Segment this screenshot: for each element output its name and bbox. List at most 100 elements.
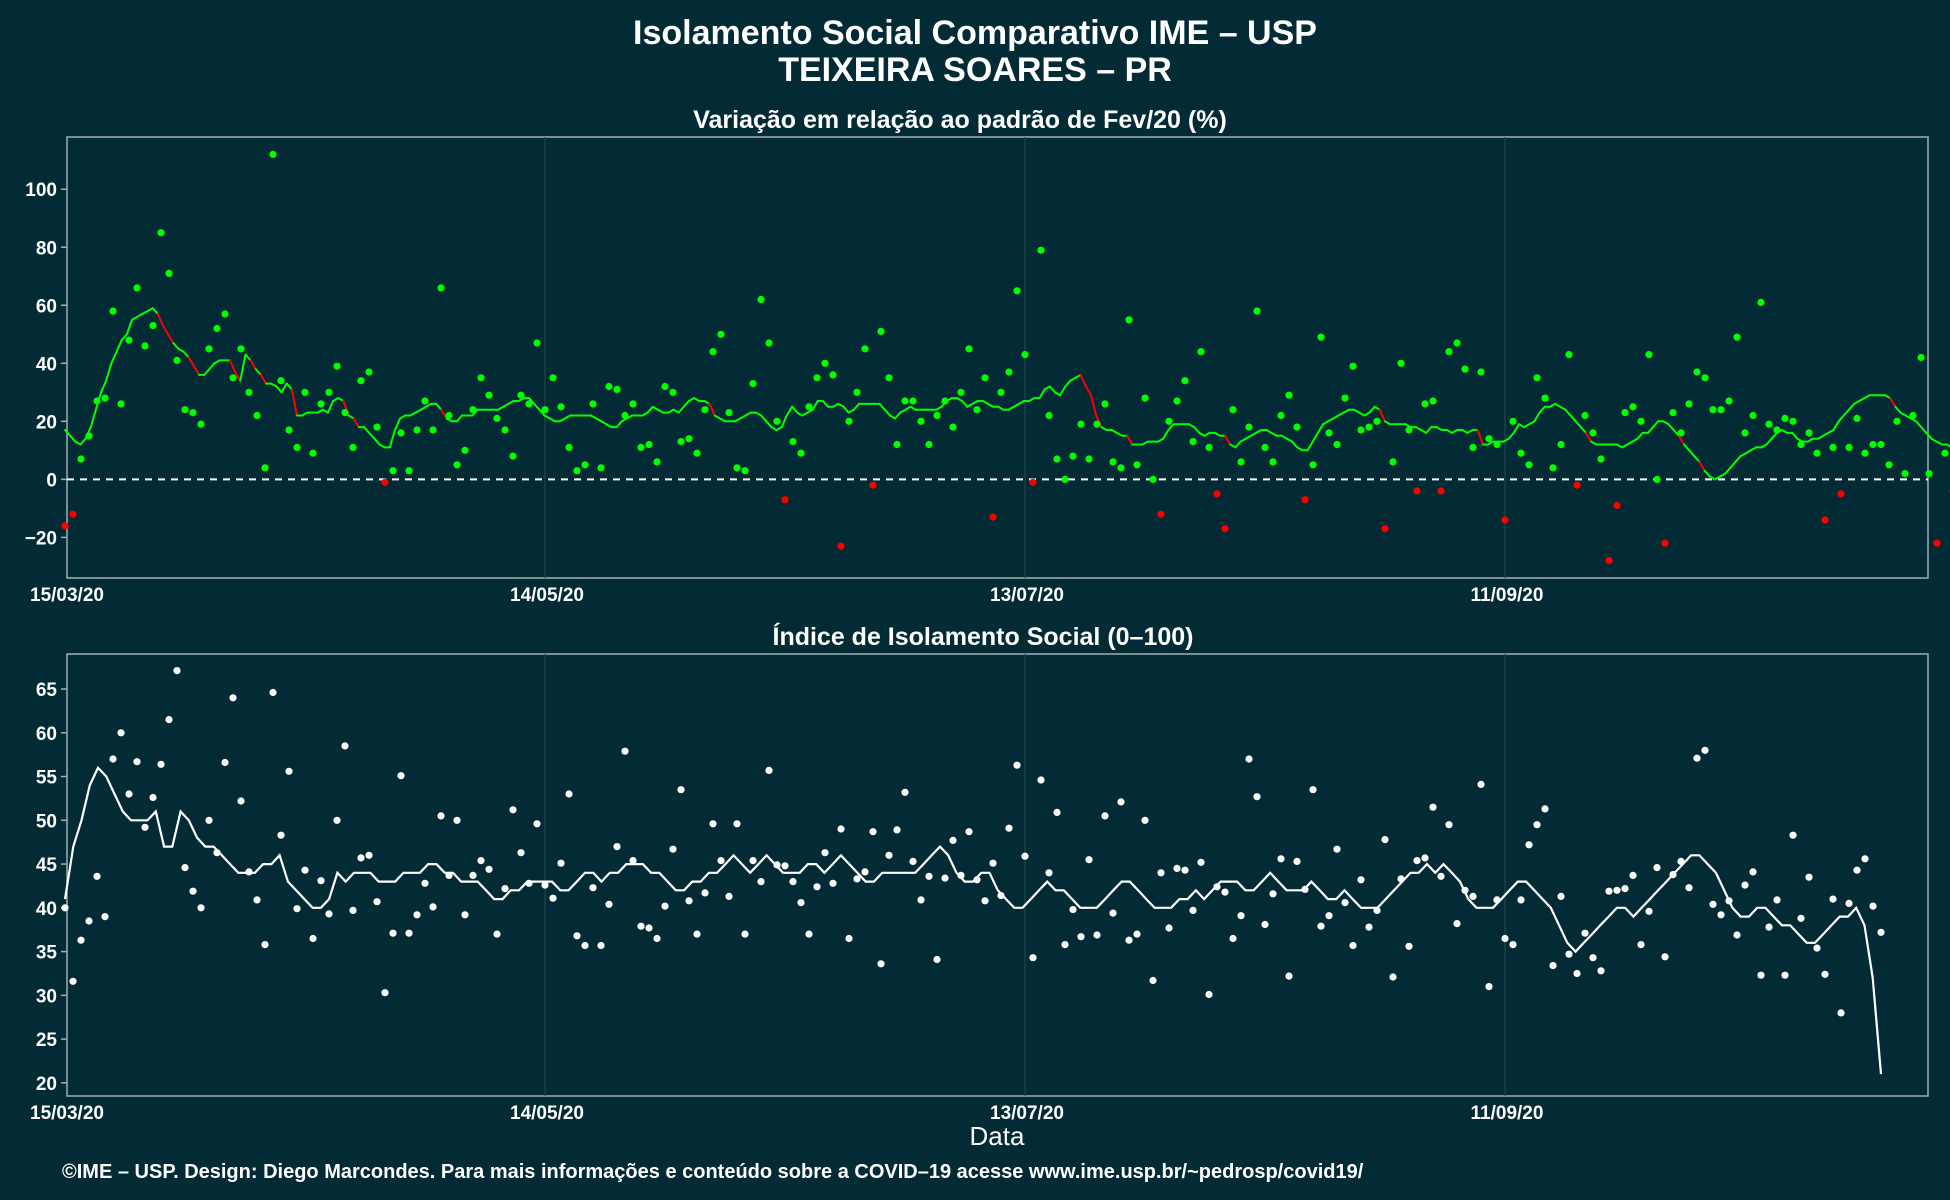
data-point <box>941 874 949 882</box>
data-point <box>365 368 373 376</box>
data-point <box>909 857 917 866</box>
data-point <box>1357 876 1365 884</box>
data-point <box>1653 864 1661 872</box>
moving-average-segment <box>280 382 288 394</box>
data-point <box>93 872 101 880</box>
data-point <box>1797 440 1805 449</box>
data-point <box>917 417 925 425</box>
moving-average-segment <box>290 388 298 417</box>
data-point <box>997 388 1005 396</box>
data-point <box>685 435 693 443</box>
data-point <box>61 904 69 912</box>
moving-average-segment <box>110 350 118 365</box>
data-point <box>1053 808 1061 817</box>
data-point <box>525 879 533 887</box>
index-moving-average <box>63 765 1883 1075</box>
data-point <box>1157 869 1165 877</box>
data-point <box>1125 316 1133 324</box>
data-point <box>1181 866 1189 874</box>
data-point <box>1101 812 1109 820</box>
y-tick-label: −20 <box>25 528 57 549</box>
data-point <box>1933 539 1941 547</box>
moving-average-segment <box>1889 397 1897 408</box>
moving-average-segment <box>373 437 381 446</box>
moving-average-segment <box>352 417 360 429</box>
data-point <box>125 336 133 344</box>
moving-average-segment <box>1646 426 1655 434</box>
data-point <box>1445 348 1453 356</box>
data-point <box>413 426 421 434</box>
moving-average-segment <box>883 408 891 417</box>
data-point <box>1757 298 1765 306</box>
data-point <box>453 461 461 469</box>
data-point <box>1677 857 1685 866</box>
data-point <box>509 452 517 460</box>
data-point <box>1741 881 1749 889</box>
data-point <box>1085 455 1093 463</box>
data-point <box>1461 365 1469 373</box>
data-point <box>541 406 549 414</box>
x-tick-label: 13/07/20 <box>990 1103 1064 1124</box>
data-point <box>861 868 869 876</box>
data-point <box>725 892 733 901</box>
data-point <box>573 467 581 475</box>
data-point <box>181 864 189 872</box>
data-point <box>773 861 781 869</box>
data-point <box>181 406 189 414</box>
data-point <box>1357 426 1365 434</box>
data-point <box>541 881 549 889</box>
data-point <box>1501 934 1509 943</box>
data-point <box>277 831 285 839</box>
data-point <box>1597 455 1605 463</box>
data-point <box>525 400 533 408</box>
data-point <box>693 930 701 938</box>
data-point <box>221 310 229 318</box>
moving-average-segment <box>1507 431 1515 440</box>
data-point <box>1269 890 1277 898</box>
data-point <box>1781 414 1789 422</box>
data-point <box>1405 942 1413 950</box>
data-point <box>757 295 765 304</box>
data-point <box>1693 368 1701 376</box>
data-point <box>141 823 149 831</box>
data-point <box>133 758 141 766</box>
moving-average-segment <box>388 429 396 449</box>
data-point <box>277 377 285 385</box>
data-point <box>397 429 405 437</box>
moving-average-segment <box>1569 414 1577 423</box>
data-point <box>1837 490 1845 498</box>
moving-average-segment <box>1585 431 1593 443</box>
data-point <box>733 820 741 828</box>
data-point <box>421 879 429 887</box>
data-point <box>1021 351 1029 359</box>
data-point <box>973 406 981 414</box>
data-point <box>413 911 421 919</box>
data-point <box>357 377 365 385</box>
moving-average-segment <box>821 400 830 408</box>
data-point <box>1557 440 1565 449</box>
data-point <box>597 941 605 950</box>
moving-average-segment <box>1126 434 1134 446</box>
variation-plot-area <box>66 136 1929 579</box>
data-point <box>1725 897 1733 905</box>
data-point <box>989 513 997 521</box>
data-point <box>197 420 205 428</box>
data-point <box>933 411 941 420</box>
index-x-axis: 15/03/20 14/05/20 13/07/20 11/09/20 <box>30 1103 1543 1124</box>
data-point <box>1509 417 1517 425</box>
data-point <box>1045 411 1053 420</box>
data-point <box>1669 871 1677 879</box>
data-point <box>589 884 597 892</box>
data-point <box>741 930 749 938</box>
data-point <box>677 438 685 446</box>
data-point <box>1157 510 1165 518</box>
data-point <box>1373 906 1381 915</box>
data-point <box>1205 990 1213 999</box>
moving-average-segment <box>285 382 293 391</box>
data-point <box>1765 420 1773 428</box>
data-point <box>565 790 573 798</box>
index-panel-title: Índice de Isolamento Social (0–100) <box>773 622 1194 651</box>
moving-average-segment <box>1693 455 1701 463</box>
